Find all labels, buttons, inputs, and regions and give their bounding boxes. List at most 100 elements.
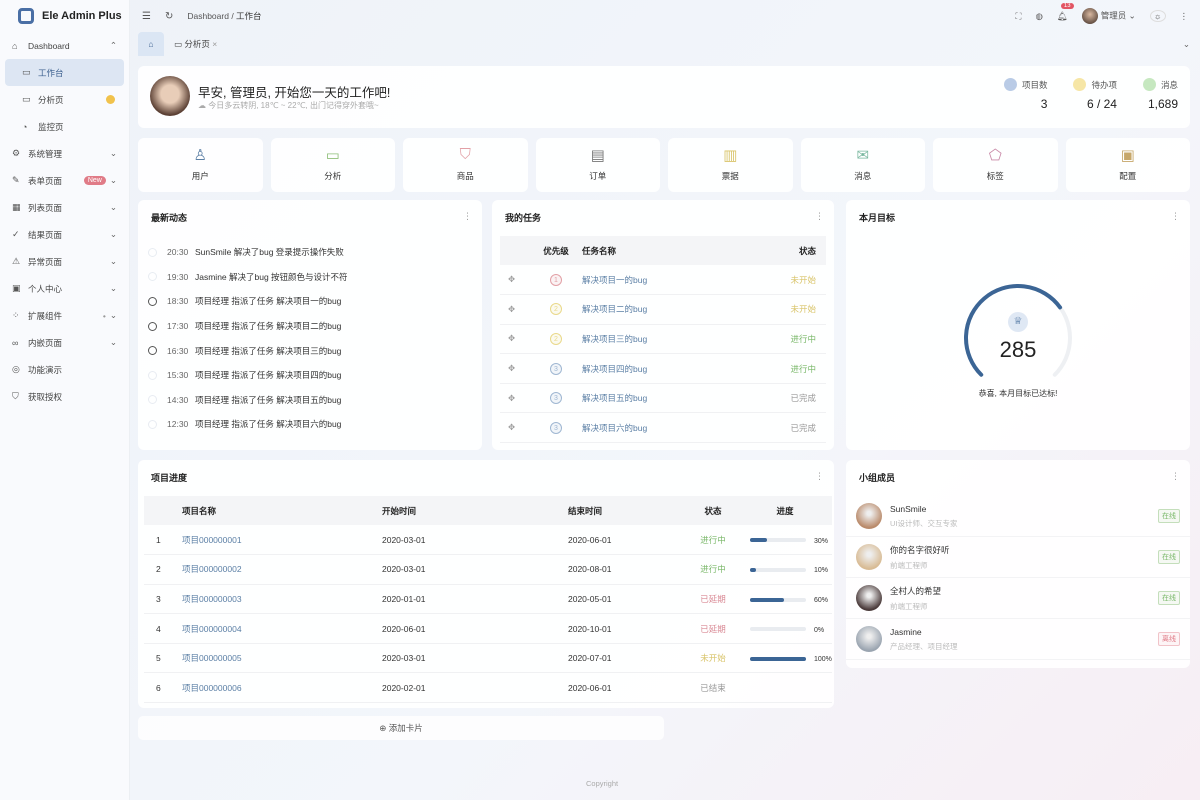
tab-analysis[interactable]: ▭ 分析页 × bbox=[174, 39, 218, 49]
refresh-icon[interactable]: ↻ bbox=[164, 10, 174, 22]
more-icon[interactable]: ⋮ bbox=[463, 211, 472, 221]
stat-icon bbox=[1073, 78, 1087, 91]
task-row: ✥ 3 解决项目五的bug 已完成 bbox=[500, 383, 826, 414]
drag-handle-icon[interactable]: ✥ bbox=[500, 294, 530, 325]
quick-link[interactable]: ▣ 配置 bbox=[1065, 138, 1190, 192]
sidebar-item[interactable]: ▦ 列表页面 ⌄ bbox=[12, 202, 117, 213]
progress-bar bbox=[750, 597, 806, 602]
timeline-dot bbox=[148, 272, 157, 282]
home-icon: ⌂ bbox=[148, 39, 154, 49]
sidebar-item[interactable]: ⚠ 异常页面 ⌄ bbox=[12, 256, 117, 267]
shopping-bag-icon: ⛉ bbox=[459, 146, 471, 163]
status-text: 已延期 bbox=[688, 613, 738, 644]
member-item[interactable]: Jasmine 产品经理、项目经理 离线 bbox=[846, 619, 1190, 660]
quick-link[interactable]: ⛉ 商品 bbox=[403, 138, 528, 192]
member-item[interactable]: 全村人的希望 前端工程师 在线 bbox=[846, 578, 1190, 619]
drag-handle-icon[interactable]: ✥ bbox=[500, 412, 530, 444]
priority-badge: 3 bbox=[550, 392, 562, 405]
app-logo[interactable]: Ele Admin Plus bbox=[0, 0, 129, 32]
weather-text: ☁ 今日多云转阴, 18℃ ~ 22℃, 出门记得穿外套哦~ bbox=[198, 101, 379, 110]
sidebar-item[interactable]: ⛉ 获取授权 bbox=[12, 391, 63, 402]
edit-icon: ✎ bbox=[12, 175, 20, 185]
sidebar-item[interactable]: ⁘ 扩展组件 • ⌄ bbox=[12, 310, 117, 321]
add-card-button[interactable]: ⊕ 添加卡片 bbox=[138, 716, 664, 740]
drag-handle-icon[interactable]: ✥ bbox=[500, 324, 530, 355]
member-item[interactable]: 你的名字很好听 前端工程师 在线 bbox=[846, 537, 1190, 578]
priority-badge: 3 bbox=[550, 362, 562, 375]
close-icon[interactable]: × bbox=[212, 39, 218, 49]
status-text: 已完成 bbox=[739, 412, 826, 444]
goal-message: 恭喜, 本月目标已达标! bbox=[978, 389, 1058, 398]
sidebar-item[interactable]: ✎ 表单页面 New ⌄ bbox=[12, 175, 117, 186]
quick-link[interactable]: ♙ 用户 bbox=[138, 138, 263, 192]
drag-handle-icon[interactable]: ✥ bbox=[500, 383, 530, 414]
breadcrumb-dashboard[interactable]: Dashboard bbox=[187, 11, 229, 21]
menu-fold-icon[interactable]: ☰ bbox=[142, 10, 151, 22]
task-name-link[interactable]: 解决项目四的bug bbox=[582, 353, 740, 384]
quick-link[interactable]: ✉ 消息 bbox=[800, 138, 925, 192]
member-item[interactable]: SunSmile UI设计师、交互专家 在线 bbox=[846, 496, 1190, 537]
sidebar-item[interactable]: ✓ 结果页面 ⌄ bbox=[12, 229, 117, 240]
task-name-link[interactable]: 解决项目六的bug bbox=[582, 412, 740, 444]
stat-item: 待办项 6 / 24 bbox=[1073, 78, 1117, 111]
quick-link[interactable]: ▭ 分析 bbox=[270, 138, 395, 192]
timeline-dot bbox=[148, 419, 157, 429]
more-vertical-icon[interactable]: ⋮ bbox=[1179, 10, 1189, 21]
sidebar-item[interactable]: ▭ 分析页 bbox=[0, 86, 129, 113]
sidebar: Ele Admin Plus ⌂ Dashboard ⌃ ▭ 工作台 ▭ 分析页 ◔ 监控页 ⚙ 系… bbox=[0, 0, 130, 800]
task-name-link[interactable]: 解决项目三的bug bbox=[582, 324, 740, 355]
user-menu[interactable]: 管理员 ⌄ bbox=[1081, 8, 1136, 24]
sidebar-item[interactable]: ◔ 监控页 bbox=[22, 121, 64, 132]
project-name-link[interactable]: 项目000000005 bbox=[182, 643, 382, 674]
project-name-link[interactable]: 项目000000001 bbox=[182, 525, 382, 556]
stat-icon bbox=[1003, 78, 1017, 91]
more-icon[interactable]: ⋮ bbox=[815, 471, 824, 481]
more-icon[interactable]: ⋮ bbox=[1171, 211, 1180, 221]
avatar bbox=[1081, 8, 1098, 24]
theme-icon[interactable]: ☼ bbox=[1149, 10, 1166, 22]
progress-fill bbox=[750, 597, 784, 602]
language-icon[interactable]: ◍ bbox=[1035, 10, 1043, 21]
welcome-title: 早安, 管理员, 开始您一天的工作吧! bbox=[198, 86, 391, 100]
tab-home[interactable]: ⌂ bbox=[138, 32, 164, 56]
sidebar-item[interactable]: ▭ 工作台 bbox=[5, 59, 124, 86]
chevron-down-icon: ⌄ bbox=[109, 229, 117, 239]
drag-handle-icon[interactable]: ✥ bbox=[500, 353, 530, 384]
progress-fill bbox=[750, 538, 767, 543]
project-name-link[interactable]: 项目000000002 bbox=[182, 554, 382, 585]
task-name-link[interactable]: 解决项目二的bug bbox=[582, 294, 740, 325]
sidebar-item[interactable]: ∞ 内嵌页面 ⌄ bbox=[12, 337, 117, 348]
quick-link[interactable]: ▥ 票据 bbox=[668, 138, 793, 192]
breadcrumb-current: 工作台 bbox=[236, 11, 262, 21]
project-name-link[interactable]: 项目000000004 bbox=[182, 613, 382, 644]
presentation-icon: ▭ bbox=[325, 147, 340, 164]
bell-icon[interactable]: 🔔︎ 13 bbox=[1057, 2, 1074, 22]
more-icon[interactable]: ⋮ bbox=[815, 211, 824, 221]
monitor-icon: ▭ bbox=[22, 67, 31, 77]
timeline-item: 14:30 项目经理 指派了任务 解决项目五的bug bbox=[148, 388, 348, 413]
progress-text: 0% bbox=[814, 626, 825, 634]
timeline-dot bbox=[148, 370, 157, 380]
activity-card: 最新动态 ⋮ 20:30 SunSmile 解决了bug 登录提示操作失败 19:3… bbox=[138, 200, 482, 450]
project-name-link[interactable]: 项目000000006 bbox=[182, 672, 382, 704]
more-icon[interactable]: ⋮ bbox=[1171, 471, 1180, 481]
goal-card: 本月目标 ⋮ ♕ 285 恭喜, 本月目标已达标! bbox=[846, 200, 1190, 450]
project-name-link[interactable]: 项目000000003 bbox=[182, 584, 382, 615]
quick-link[interactable]: ⬠ 标签 bbox=[933, 138, 1058, 192]
timeline-item: 20:30 SunSmile 解决了bug 登录提示操作失败 bbox=[148, 240, 348, 265]
drag-handle-icon[interactable]: ✥ bbox=[500, 265, 530, 296]
task-name-link[interactable]: 解决项目一的bug bbox=[582, 265, 740, 296]
task-name-link[interactable]: 解决项目五的bug bbox=[582, 383, 740, 414]
quick-link[interactable]: ▤ 订单 bbox=[535, 138, 660, 192]
sidebar-item[interactable]: ⚙ 系统管理 ⌄ bbox=[12, 148, 117, 159]
sidebar-item[interactable]: ◎ 功能演示 bbox=[12, 364, 63, 375]
mail-icon: ✉ bbox=[856, 147, 870, 164]
fullscreen-icon[interactable]: ⛶ bbox=[1015, 10, 1022, 21]
sidebar-item[interactable]: ▣ 个人中心 ⌄ bbox=[12, 283, 117, 294]
project-row: 5 项目000000005 2020-03-01 2020-07-01 未开始 100% bbox=[144, 643, 832, 674]
trophy-icon: ♕ bbox=[1008, 312, 1028, 332]
gauge-icon: ◔ bbox=[22, 121, 28, 132]
timeline-item: 17:30 项目经理 指派了任务 解决项目二的bug bbox=[148, 314, 348, 339]
chevron-down-icon[interactable]: ⌄ bbox=[1182, 38, 1190, 49]
sidebar-item[interactable]: ⌂ Dashboard ⌃ bbox=[12, 40, 117, 51]
